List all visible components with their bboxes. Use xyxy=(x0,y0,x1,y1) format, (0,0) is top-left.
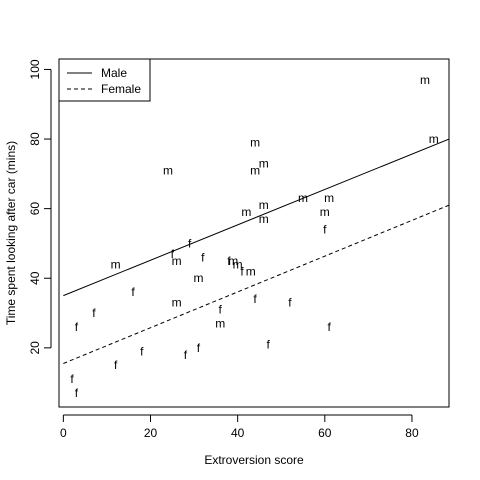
point-male: m xyxy=(250,136,260,150)
x-tick-label: 40 xyxy=(231,426,245,440)
point-female: f xyxy=(114,358,118,372)
point-female: f xyxy=(197,341,201,355)
fit-lines xyxy=(63,138,449,364)
point-female: f xyxy=(184,348,188,362)
y-tick-label: 60 xyxy=(28,202,42,216)
point-male: m xyxy=(163,163,173,177)
point-male: m xyxy=(320,205,330,219)
point-male: m xyxy=(259,198,269,212)
point-male: m xyxy=(172,254,182,268)
point-male: m xyxy=(259,212,269,226)
legend-label-female: Female xyxy=(101,82,141,96)
y-tick-label: 80 xyxy=(28,132,42,146)
y-tick-label: 20 xyxy=(28,341,42,355)
x-axis: 0 20 40 60 80 xyxy=(60,414,419,440)
point-male: m xyxy=(193,271,203,285)
point-female: f xyxy=(227,254,231,268)
point-male: m xyxy=(172,296,182,310)
point-male: m xyxy=(420,73,430,87)
point-male: m xyxy=(215,316,225,330)
point-female: f xyxy=(323,223,327,237)
y-tick-label: 40 xyxy=(28,271,42,285)
x-tick-label: 0 xyxy=(60,426,67,440)
point-female: f xyxy=(140,344,144,358)
point-female: f xyxy=(288,296,292,310)
x-tick-label: 60 xyxy=(318,426,332,440)
legend-label-male: Male xyxy=(101,66,127,80)
x-axis-label: Extroversion score xyxy=(204,453,304,467)
y-axis: 20 40 60 80 100 xyxy=(28,59,52,355)
point-male: m xyxy=(298,191,308,205)
fit-line-male xyxy=(63,138,449,297)
point-female: f xyxy=(253,292,257,306)
point-female: f xyxy=(327,320,331,334)
point-female: f xyxy=(75,386,79,400)
legend: Male Female xyxy=(58,58,151,102)
point-male: m xyxy=(250,163,260,177)
y-tick-label: 100 xyxy=(28,59,42,79)
point-male: m xyxy=(111,257,121,271)
point-female: f xyxy=(70,372,74,386)
point-female: f xyxy=(240,264,244,278)
legend-box xyxy=(58,58,151,102)
point-male: m xyxy=(241,205,251,219)
x-tick-label: 80 xyxy=(405,426,419,440)
point-female: f xyxy=(92,306,96,320)
point-female: f xyxy=(201,250,205,264)
point-male: m xyxy=(259,156,269,170)
point-male: m xyxy=(246,264,256,278)
point-female: f xyxy=(219,303,223,317)
point-male: m xyxy=(233,257,243,271)
y-axis-label: Time spent looking after car (mins) xyxy=(4,141,18,325)
point-male: m xyxy=(228,254,238,268)
point-male: m xyxy=(429,132,439,146)
point-female: f xyxy=(266,337,270,351)
point-male: m xyxy=(324,191,334,205)
x-tick-label: 20 xyxy=(144,426,158,440)
point-female: f xyxy=(131,285,135,299)
point-female: f xyxy=(188,236,192,250)
point-female: f xyxy=(75,320,79,334)
plot-frame xyxy=(58,58,450,408)
point-female: f xyxy=(171,247,175,261)
